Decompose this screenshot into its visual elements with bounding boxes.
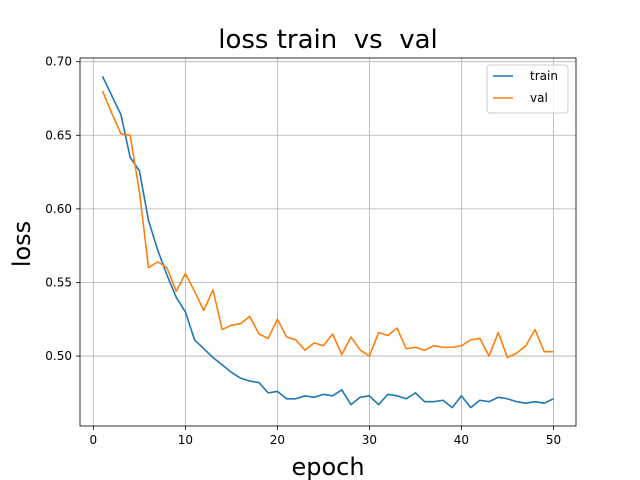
legend-label-val: val	[530, 91, 548, 105]
series-line-val	[101, 90, 554, 359]
y-tick-label: 0.60	[45, 202, 72, 216]
legend: train val	[486, 64, 569, 114]
x-tick-label: 50	[546, 433, 561, 447]
series-line-train	[101, 76, 554, 409]
legend-box	[486, 64, 569, 114]
y-axis-label: loss	[8, 221, 36, 267]
legend-label-train: train	[530, 69, 558, 83]
plot-area	[101, 76, 554, 409]
x-tick-label: 20	[270, 433, 285, 447]
axes: 0 10 20 30 40 50 0.50 0.55 0.60 0.65 0.70	[45, 55, 577, 447]
y-tick-label: 0.55	[45, 275, 72, 289]
y-tick-label: 0.70	[45, 55, 72, 69]
x-axis-label: epoch	[291, 453, 364, 480]
y-tick-label: 0.50	[45, 349, 72, 363]
chart-title: loss train vs val	[218, 25, 438, 55]
grid	[80, 58, 576, 426]
x-tick-label: 10	[178, 433, 193, 447]
x-tick-label: 30	[362, 433, 377, 447]
axes-frame	[79, 57, 577, 427]
x-tick-label: 40	[454, 433, 469, 447]
x-tick-label: 0	[90, 433, 98, 447]
y-tick-label: 0.65	[45, 128, 72, 142]
